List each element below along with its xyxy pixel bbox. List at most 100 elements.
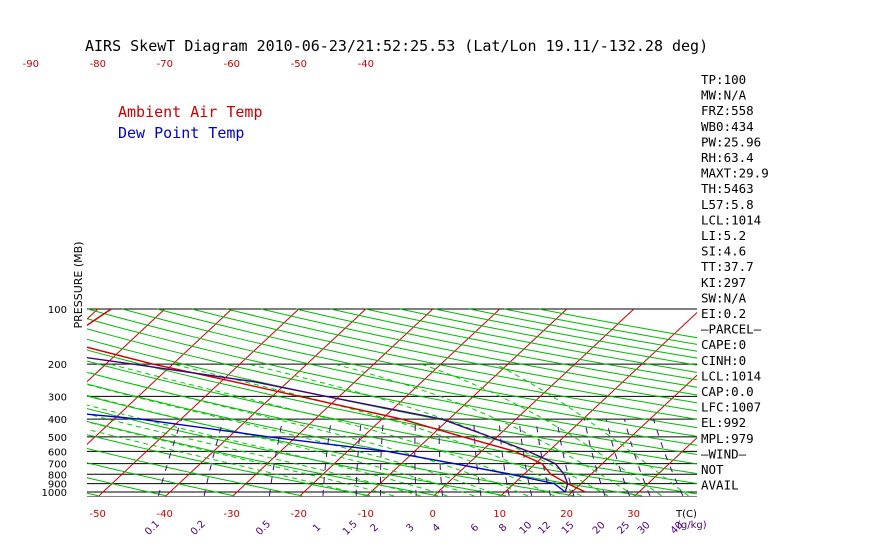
y-axis-label: PRESSURE (MB) bbox=[72, 242, 85, 329]
temp-top-tick-label: -80 bbox=[90, 59, 106, 70]
mixing-ratio-tick-label: 2 bbox=[369, 522, 381, 534]
index-entry: CINH:0 bbox=[701, 353, 746, 368]
mixing-ratio-tick-label: 10 bbox=[518, 520, 535, 537]
mixing-ratio-line bbox=[605, 419, 631, 497]
moist-adiabat-30 bbox=[334, 363, 636, 497]
mixing-ratio-line bbox=[355, 419, 362, 496]
mixing-ratio-line bbox=[473, 419, 482, 496]
mixing-ratio-line bbox=[498, 419, 510, 497]
mixing-ratio-tick-label: 0.1 bbox=[143, 519, 162, 538]
series-line-dew-point-temp bbox=[87, 413, 566, 493]
dry-adiabat-370 bbox=[87, 308, 697, 437]
mixing-ratio-tick-label: 25 bbox=[615, 520, 632, 537]
dry-adiabat-480 bbox=[469, 308, 697, 352]
index-entry: LCL:1014 bbox=[701, 368, 761, 383]
index-entry: NOT bbox=[701, 462, 724, 477]
series-line-ambient-air-temp bbox=[87, 308, 586, 493]
mixing-ratio-line bbox=[157, 419, 183, 497]
pressure-tick-label: 300 bbox=[48, 392, 67, 403]
dry-adiabat-240 bbox=[87, 462, 235, 497]
legend-ambient-air-temp: Ambient Air Temp bbox=[118, 103, 263, 121]
legend: Ambient Air Temp Dew Point Temp bbox=[118, 103, 263, 142]
index-entry: TP:100 bbox=[701, 72, 746, 87]
moist-adiabat-6 bbox=[87, 394, 475, 497]
dry-adiabat-250 bbox=[87, 447, 303, 497]
isotherm--40 bbox=[165, 308, 367, 497]
index-entry: —PARCEL— bbox=[701, 322, 762, 337]
index-entry: LCL:1014 bbox=[701, 212, 761, 227]
dry-adiabat-230 bbox=[87, 477, 167, 497]
isotherm-30 bbox=[634, 437, 697, 497]
mixing-ratio-tick-label: 1.5 bbox=[341, 519, 360, 538]
dry-adiabat-280 bbox=[87, 408, 507, 497]
pressure-tick-label: 700 bbox=[48, 460, 67, 471]
mixing-ratio-line bbox=[414, 419, 417, 496]
mixing-ratio-line bbox=[624, 419, 651, 497]
dry-adiabat-270 bbox=[87, 420, 439, 497]
pressure-tick-label: 200 bbox=[48, 360, 67, 371]
isotherm--90 bbox=[0, 309, 31, 496]
mixing-ratio-tick-label: 12 bbox=[536, 520, 553, 537]
moist-adiabat-14 bbox=[87, 371, 528, 497]
moist-adiabat--2 bbox=[87, 413, 421, 497]
moist-adiabat--10 bbox=[87, 428, 368, 497]
dry-adiabat-290 bbox=[87, 395, 575, 497]
index-entry: MPL:979 bbox=[701, 431, 754, 446]
mixing-ratio-tick-label: 0.5 bbox=[254, 519, 273, 538]
mixing-ratio-line bbox=[203, 419, 224, 497]
pressure-tick-label: 800 bbox=[48, 470, 67, 481]
moist-adiabat-2 bbox=[87, 404, 448, 497]
mixing-ratio-line bbox=[584, 419, 606, 497]
index-entry: CAP:0.0 bbox=[701, 384, 754, 399]
index-entry: —WIND— bbox=[701, 446, 747, 461]
temp-top-tick-label: -60 bbox=[224, 59, 240, 70]
series-lines bbox=[87, 308, 586, 493]
mixing-ratio-tick-label: 15 bbox=[560, 520, 577, 537]
dry-adiabat-210 bbox=[0, 309, 31, 496]
temp-bottom-tick-label: -30 bbox=[223, 509, 239, 520]
isotherm--60 bbox=[87, 308, 233, 446]
grid-lines bbox=[0, 308, 870, 497]
isotherm-50 bbox=[769, 309, 870, 496]
index-entry: LI:5.2 bbox=[701, 228, 746, 243]
temp-top-tick-label: -70 bbox=[157, 59, 173, 70]
mixing-ratio-tick-label: 4 bbox=[431, 522, 443, 534]
moist-adiabat-26 bbox=[248, 363, 609, 497]
mixing-ratio-tick-label: 20 bbox=[591, 520, 608, 537]
index-entry: TT:37.7 bbox=[701, 259, 754, 274]
moist-adiabat-10 bbox=[87, 383, 502, 497]
dry-adiabat-460 bbox=[399, 308, 697, 366]
temp-bottom-tick-label: -20 bbox=[290, 509, 306, 520]
isotherm--50 bbox=[98, 308, 300, 497]
temp-bottom-tick-label: 10 bbox=[493, 509, 506, 520]
index-entry: RH:63.4 bbox=[701, 150, 754, 165]
mixing-ratio-tick-label: 8 bbox=[497, 522, 509, 534]
isotherm-0 bbox=[433, 308, 635, 497]
index-entry: KI:297 bbox=[701, 275, 746, 290]
dry-adiabat-400 bbox=[191, 308, 697, 412]
index-entry: L57:5.8 bbox=[701, 197, 754, 212]
index-entry: PW:25.96 bbox=[701, 134, 761, 149]
isotherm--70 bbox=[87, 308, 166, 383]
pressure-tick-label: 100 bbox=[48, 305, 67, 316]
mixing-ratio-tick-label: 3 bbox=[404, 522, 416, 534]
temp-bottom-tick-label: 0 bbox=[429, 509, 435, 520]
pressure-tick-label: 1000 bbox=[42, 488, 67, 499]
dry-adiabat-410 bbox=[226, 308, 697, 404]
dry-adiabat-430 bbox=[295, 308, 697, 388]
moist-adiabat-18 bbox=[109, 363, 555, 497]
mixing-ratio-line bbox=[438, 419, 443, 496]
legend-dew-point-temp: Dew Point Temp bbox=[118, 124, 244, 142]
index-entry: MAXT:29.9 bbox=[701, 166, 769, 181]
dry-adiabat-390 bbox=[156, 308, 697, 420]
moist-adiabat--6 bbox=[87, 421, 394, 497]
mixing-ratio-tick-label: 0.2 bbox=[189, 519, 208, 538]
dry-adiabat-320 bbox=[87, 360, 697, 485]
mixing-ratio-line bbox=[556, 419, 575, 497]
mixing-ratio-line bbox=[322, 419, 332, 496]
index-entry: SW:N/A bbox=[701, 290, 747, 305]
index-entry: WB0:434 bbox=[701, 119, 754, 134]
index-entry: EI:0.2 bbox=[701, 306, 746, 321]
temp-top-tick-label: -90 bbox=[23, 59, 39, 70]
